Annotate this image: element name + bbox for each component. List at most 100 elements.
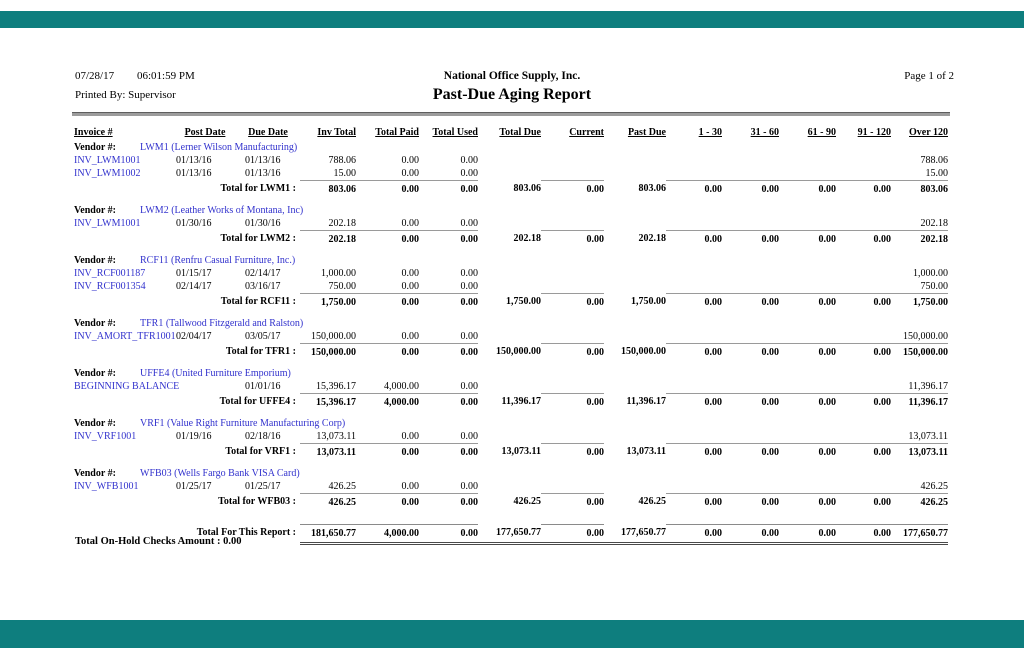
invoice-id[interactable]: BEGINNING BALANCE: [74, 381, 180, 392]
invoice-id[interactable]: INV_LWM1001: [74, 218, 141, 229]
invoice-id[interactable]: INV_RCF001187: [74, 268, 146, 279]
column-header-label: 91 - 120: [857, 127, 891, 138]
total-value: 426.25: [513, 496, 542, 507]
invoice-empty-cell: [541, 330, 604, 343]
total-value: 0.00: [419, 343, 478, 359]
invoice-empty-cell: [478, 154, 541, 167]
total-value: 181,650.77: [300, 524, 356, 545]
invoice-empty-cell: [779, 217, 836, 230]
invoice-total-used: 0.00: [460, 218, 479, 229]
total-value: 177,650.77: [604, 524, 666, 545]
invoice-id[interactable]: INV_VRF1001: [74, 431, 137, 442]
invoice-inv-total: 150,000.00: [311, 331, 356, 342]
total-value: 0.00: [779, 230, 836, 246]
column-header-total-paid: Total Paid: [356, 126, 419, 139]
total-value: 177,650.77: [891, 524, 948, 545]
total-value: 0.00: [419, 524, 478, 545]
total-value: 0.00: [779, 393, 836, 409]
invoice-id[interactable]: INV_LWM1001: [74, 155, 141, 166]
invoice-id[interactable]: INV_AMORT_TFR1001: [74, 331, 176, 342]
invoice-due-date: 01/13/16: [245, 155, 281, 166]
invoice-id[interactable]: INV_WFB1001: [74, 481, 139, 492]
invoice-empty-cell: [478, 480, 541, 493]
total-value: 0.00: [541, 230, 604, 246]
bottom-chrome-bar: [0, 620, 1024, 648]
invoice-empty-cell: [779, 167, 836, 180]
invoice-inv-total: 750.00: [328, 281, 357, 292]
vendor-total-label: Total for TFR1 :: [225, 346, 296, 357]
total-value: 0.00: [356, 180, 419, 196]
invoice-empty-cell: [478, 217, 541, 230]
invoice-post-date: 02/04/17: [176, 331, 212, 342]
invoice-empty-cell: [722, 430, 779, 443]
vendor-name[interactable]: VRF1 (Value Right Furniture Manufacturin…: [140, 418, 346, 429]
invoice-empty-cell: [604, 267, 666, 280]
invoice-empty-cell: [478, 380, 541, 393]
column-header-current: Current: [541, 126, 604, 139]
invoice-empty-cell: [541, 217, 604, 230]
total-value: 150,000.00: [300, 343, 356, 359]
invoice-over-120: 202.18: [920, 218, 949, 229]
invoice-row: INV_LWM1001 01/13/16 01/13/16 788.06 0.00 0.0…: [74, 154, 950, 167]
total-value: 0.00: [666, 493, 722, 509]
total-value: 0.00: [541, 493, 604, 509]
total-value: 0.00: [722, 524, 779, 545]
invoice-inv-total: 15,396.17: [316, 381, 356, 392]
vendor-name[interactable]: UFFE4 (United Furniture Emporium): [140, 368, 291, 379]
top-chrome-bar: [0, 11, 1024, 28]
invoice-id[interactable]: INV_LWM1002: [74, 168, 141, 179]
printed-by: Printed By: Supervisor: [75, 89, 176, 101]
total-value: 13,073.11: [891, 443, 948, 459]
invoice-row: INV_AMORT_TFR1001 02/04/17 03/05/17 150,000…: [74, 330, 950, 343]
total-value: 0.00: [419, 443, 478, 459]
vendor-name[interactable]: WFB03 (Wells Fargo Bank VISA Card): [140, 468, 300, 479]
vendor-name[interactable]: TFR1 (Tallwood Fitzgerald and Ralston): [140, 318, 304, 329]
invoice-total-used: 0.00: [460, 381, 479, 392]
total-value: 150,000.00: [891, 343, 948, 359]
column-header-label: Total Used: [432, 127, 478, 138]
invoice-post-date: 01/15/17: [176, 268, 212, 279]
vendor-name[interactable]: LWM1 (Lerner Wilson Manufacturing): [140, 142, 298, 153]
invoice-empty-cell: [604, 217, 666, 230]
total-value: 11,396.17: [501, 396, 541, 407]
total-value: 0.00: [779, 343, 836, 359]
vendor-name[interactable]: LWM2 (Leather Works of Montana, Inc): [140, 205, 304, 216]
vendor-total-label: Total for LWM2 :: [220, 233, 296, 244]
invoice-empty-cell: [478, 167, 541, 180]
total-value: 0.00: [836, 393, 891, 409]
total-value: 426.25: [891, 493, 948, 509]
vendor-number-label: Vendor #:: [74, 205, 116, 216]
invoice-post-date: 01/30/16: [176, 218, 212, 229]
page-number: Page 1 of 2: [904, 70, 954, 82]
invoice-id[interactable]: INV_RCF001354: [74, 281, 146, 292]
invoice-total-paid: 0.00: [401, 281, 420, 292]
vendor-row: Vendor #: VRF1 (Value Right Furniture Man…: [74, 417, 950, 430]
total-value: 0.00: [356, 443, 419, 459]
total-value: 0.00: [541, 393, 604, 409]
column-header-label: Current: [569, 127, 604, 138]
vendor-row: Vendor #: LWM1 (Lerner Wilson Manufacturi…: [74, 141, 950, 154]
invoice-post-date: 01/19/16: [176, 431, 212, 442]
invoice-row: INV_WFB1001 01/25/17 01/25/17 426.25 0.00 0.0…: [74, 480, 950, 493]
invoice-empty-cell: [541, 430, 604, 443]
vendor-total-label: Total for WFB03 :: [218, 496, 296, 507]
total-value: 202.18: [891, 230, 948, 246]
total-value: 1,750.00: [891, 293, 948, 309]
vendor-name[interactable]: RCF11 (Renfru Casual Furniture, Inc.): [140, 255, 296, 266]
invoice-total-paid: 0.00: [401, 155, 420, 166]
vendor-total-label: Total for RCF11 :: [220, 296, 296, 307]
vendor-number-label: Vendor #:: [74, 142, 116, 153]
column-header-past-due: Past Due: [604, 126, 666, 139]
total-value: 0.00: [666, 230, 722, 246]
invoice-empty-cell: [836, 480, 891, 493]
column-header-inv-total: Inv Total: [300, 126, 356, 139]
invoice-empty-cell: [836, 330, 891, 343]
invoice-over-120: 150,000.00: [903, 331, 948, 342]
total-value: 0.00: [419, 230, 478, 246]
vendor-total-row: Total for LWM1 :803.06 0.00 0.00 803.06 0.00…: [74, 180, 950, 196]
invoice-empty-cell: [478, 280, 541, 293]
invoice-empty-cell: [541, 167, 604, 180]
column-header-invoice-: Invoice #: [74, 126, 174, 139]
invoice-empty-cell: [478, 267, 541, 280]
invoice-row: INV_LWM1002 01/13/16 01/13/16 15.00 0.00 0.00…: [74, 167, 950, 180]
